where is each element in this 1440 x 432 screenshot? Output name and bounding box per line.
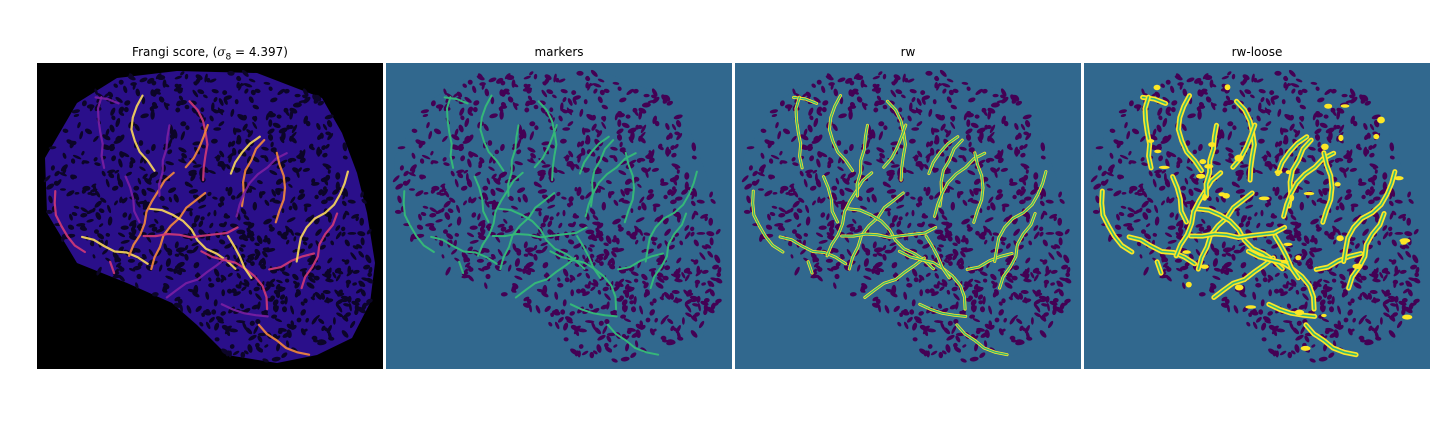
markers-canvas [386, 63, 732, 369]
rw-image [735, 63, 1081, 369]
frangi-score-image [37, 63, 383, 369]
panel-title-markers: markers [534, 45, 584, 59]
panel-title-frangi: Frangi score, (σ8 = 4.397) [132, 45, 288, 63]
rw-loose-image [1084, 63, 1430, 369]
frangi-score-canvas [37, 63, 383, 369]
panel-title-rw: rw [900, 45, 916, 59]
rw-canvas [735, 63, 1081, 369]
rw-loose-canvas [1084, 63, 1430, 369]
panel-title-rw-loose: rw-loose [1231, 45, 1283, 59]
markers-image [386, 63, 732, 369]
